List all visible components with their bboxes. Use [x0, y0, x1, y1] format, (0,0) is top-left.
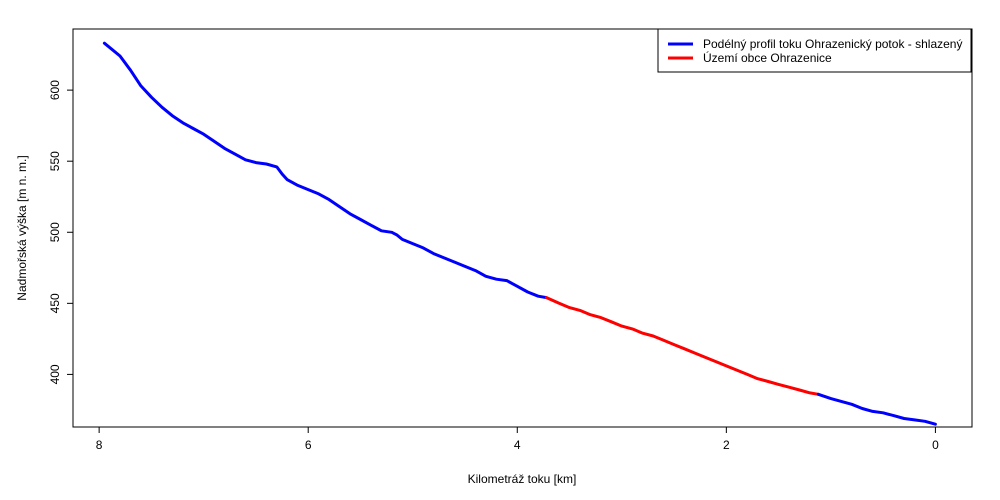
legend-label-profile: Podélný profil toku Ohrazenický potok - … [703, 37, 962, 51]
y-tick-label: 400 [48, 364, 62, 384]
y-tick-label: 450 [48, 293, 62, 313]
legend: Podélný profil toku Ohrazenický potok - … [657, 28, 972, 73]
x-tick-label: 6 [305, 438, 312, 452]
y-axis: 400 450 500 550 600 [48, 80, 73, 384]
x-axis: 8 6 4 2 0 [96, 427, 939, 452]
y-tick-label: 600 [48, 80, 62, 100]
x-tick-label: 2 [723, 438, 730, 452]
legend-box [657, 28, 972, 73]
x-tick-label: 0 [932, 438, 939, 452]
legend-label-municipality: Území obce Ohrazenice [703, 50, 832, 65]
series-line-3 [816, 392, 937, 426]
series-line-1 [102, 41, 548, 300]
series-lines [102, 41, 937, 426]
series-line-2 [545, 296, 820, 396]
plot-frame [72, 28, 973, 428]
x-tick-label: 8 [96, 438, 103, 452]
y-axis-title: Nadmořská výška [m n. m.] [15, 155, 29, 300]
x-tick-label: 4 [514, 438, 521, 452]
y-tick-label: 500 [48, 222, 62, 242]
x-axis-title: Kilometráž toku [km] [468, 472, 577, 486]
y-tick-label: 550 [48, 151, 62, 171]
